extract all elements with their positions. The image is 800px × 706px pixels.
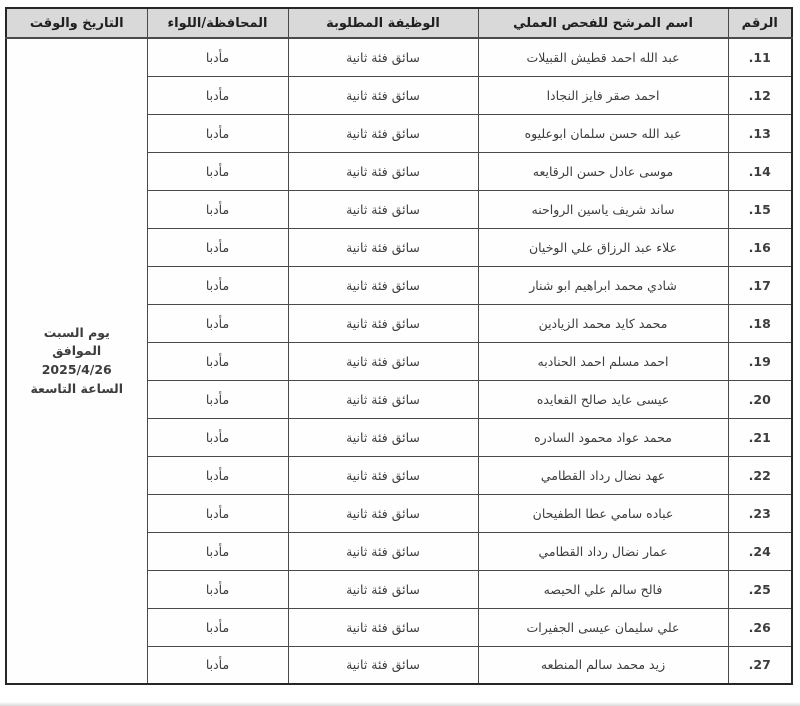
candidate-name-cell: احمد مسلم احمد الحنادبه [477, 341, 729, 381]
required-job-cell: سائق فئة ثانية [287, 455, 479, 495]
schedule-day: يوم السبت [43, 324, 110, 340]
row-number-cell: .12 [727, 75, 793, 115]
candidate-name-cell: عباده سامي عطا الطفيحان [477, 493, 729, 533]
governorate-cell: مأدبا [146, 341, 289, 381]
candidate-name-cell: عيسى عايد صالح القعايده [477, 379, 729, 419]
table-row: .15 ساند شريف ياسين الرواحنه سائق فئة ثاني… [6, 189, 793, 229]
schedule-corresponding: الموافق [52, 343, 102, 359]
required-job-cell: سائق فئة ثانية [287, 417, 479, 457]
governorate-cell: مأدبا [146, 569, 289, 609]
row-number-cell: .23 [727, 493, 793, 533]
row-number-cell: .24 [727, 531, 793, 571]
governorate-cell: مأدبا [146, 455, 289, 495]
row-number-cell: .26 [727, 607, 793, 647]
candidate-name-cell: عبد الله احمد قطيش القبيلات [477, 37, 729, 77]
governorate-cell: مأدبا [146, 493, 289, 533]
required-job-cell: سائق فئة ثانية [287, 531, 479, 571]
candidate-name-cell: زيد محمد سالم المنطعه [477, 645, 729, 685]
row-number-cell: .21 [727, 417, 793, 457]
required-job-cell: سائق فئة ثانية [287, 569, 479, 609]
table-row: .14 موسى عادل حسن الرقايعه سائق فئة ثانية م… [6, 151, 793, 191]
table-row: .21 محمد عواد محمود السادره سائق فئة ثانية… [6, 417, 793, 457]
header-number: الرقم [727, 7, 793, 39]
governorate-cell: مأدبا [146, 75, 289, 115]
table-row: .13 عبد الله حسن سلمان ابوعليوه سائق فئة ث… [6, 113, 793, 153]
table-row: .24 عمار نضال رداد القطامي سائق فئة ثانية م… [6, 531, 793, 571]
table-row: .19 احمد مسلم احمد الحنادبه سائق فئة ثانية… [6, 341, 793, 381]
required-job-cell: سائق فئة ثانية [287, 75, 479, 115]
table-row: .25 فالح سالم علي الحيصه سائق فئة ثانية مأد… [6, 569, 793, 609]
row-number-cell: .14 [727, 151, 793, 191]
table-row: .17 شادي محمد ابراهيم ابو شنار سائق فئة ثا… [6, 265, 793, 305]
table-row: .26 علي سليمان عيسى الجفيرات سائق فئة ثاني… [6, 607, 793, 647]
required-job-cell: سائق فئة ثانية [287, 151, 479, 191]
governorate-cell: مأدبا [146, 303, 289, 343]
schedule-cell: يوم السبت الموافق 2025/4/26 الساعة التاس… [5, 37, 148, 685]
governorate-cell: مأدبا [146, 189, 289, 229]
row-number-cell: .15 [727, 189, 793, 229]
required-job-cell: سائق فئة ثانية [287, 189, 479, 229]
required-job-cell: سائق فئة ثانية [287, 227, 479, 267]
governorate-cell: مأدبا [146, 113, 289, 153]
table-row: .16 علاء عبد الرزاق علي الوخيان سائق فئة ث… [6, 227, 793, 267]
required-job-cell: سائق فئة ثانية [287, 493, 479, 533]
row-number-cell: .11 [727, 37, 793, 77]
candidate-name-cell: عبد الله حسن سلمان ابوعليوه [477, 113, 729, 153]
row-number-cell: .19 [727, 341, 793, 381]
governorate-cell: مأدبا [146, 379, 289, 419]
governorate-cell: مأدبا [146, 607, 289, 647]
required-job-cell: سائق فئة ثانية [287, 113, 479, 153]
candidate-name-cell: علي سليمان عيسى الجفيرات [477, 607, 729, 647]
table-row: .12 احمد صقر فايز النجادا سائق فئة ثانية مأ… [6, 75, 793, 115]
governorate-cell: مأدبا [146, 417, 289, 457]
candidate-name-cell: شادي محمد ابراهيم ابو شنار [477, 265, 729, 305]
table-row: .20 عيسى عايد صالح القعايده سائق فئة ثانية… [6, 379, 793, 419]
header-governorate: المحافظة/اللواء [146, 7, 289, 39]
candidate-name-cell: عهد نضال رداد القطامي [477, 455, 729, 495]
required-job-cell: سائق فئة ثانية [287, 37, 479, 77]
candidate-name-cell: محمد عواد محمود السادره [477, 417, 729, 457]
row-number-cell: .20 [727, 379, 793, 419]
required-job-cell: سائق فئة ثانية [287, 265, 479, 305]
header-required-job: الوظيفة المطلوبة [287, 7, 479, 39]
candidate-name-cell: ساند شريف ياسين الرواحنه [477, 189, 729, 229]
candidate-name-cell: عمار نضال رداد القطامي [477, 531, 729, 571]
candidate-name-cell: موسى عادل حسن الرقايعه [477, 151, 729, 191]
table-row: .18 محمد كايد محمد الزيادين سائق فئة ثانية… [6, 303, 793, 343]
required-job-cell: سائق فئة ثانية [287, 645, 479, 685]
governorate-cell: مأدبا [146, 645, 289, 685]
candidate-name-cell: فالح سالم علي الحيصه [477, 569, 729, 609]
row-number-cell: .16 [727, 227, 793, 267]
table-row: .23 عباده سامي عطا الطفيحان سائق فئة ثانية… [6, 493, 793, 533]
governorate-cell: مأدبا [146, 531, 289, 571]
required-job-cell: سائق فئة ثانية [287, 379, 479, 419]
schedule-time: الساعة التاسعة [30, 380, 124, 396]
governorate-cell: مأدبا [146, 265, 289, 305]
header-candidate-name: اسم المرشح للفحص العملي [477, 7, 729, 39]
governorate-cell: مأدبا [146, 37, 289, 77]
row-number-cell: .18 [727, 303, 793, 343]
schedule-date: 2025/4/26 [41, 362, 112, 377]
required-job-cell: سائق فئة ثانية [287, 341, 479, 381]
header-date-time: التاريخ والوقت [5, 7, 148, 39]
required-job-cell: سائق فئة ثانية [287, 303, 479, 343]
row-number-cell: .13 [727, 113, 793, 153]
row-number-cell: .17 [727, 265, 793, 305]
candidates-table: الرقم اسم المرشح للفحص العملي الوظيفة ال… [5, 7, 793, 685]
table-row: .11 عبد الله احمد قطيش القبيلات سائق فئة ث… [5, 37, 793, 685]
candidate-name-cell: علاء عبد الرزاق علي الوخيان [477, 227, 729, 267]
governorate-cell: مأدبا [146, 227, 289, 267]
header-row: الرقم اسم المرشح للفحص العملي الوظيفة ال… [5, 7, 793, 39]
row-number-cell: .22 [727, 455, 793, 495]
table-row: .27 زيد محمد سالم المنطعه سائق فئة ثانية مأ… [6, 645, 793, 685]
row-number-cell: .25 [727, 569, 793, 609]
candidate-name-cell: احمد صقر فايز النجادا [477, 75, 729, 115]
required-job-cell: سائق فئة ثانية [287, 607, 479, 647]
governorate-cell: مأدبا [146, 151, 289, 191]
candidate-name-cell: محمد كايد محمد الزيادين [477, 303, 729, 343]
row-number-cell: .27 [727, 645, 793, 685]
